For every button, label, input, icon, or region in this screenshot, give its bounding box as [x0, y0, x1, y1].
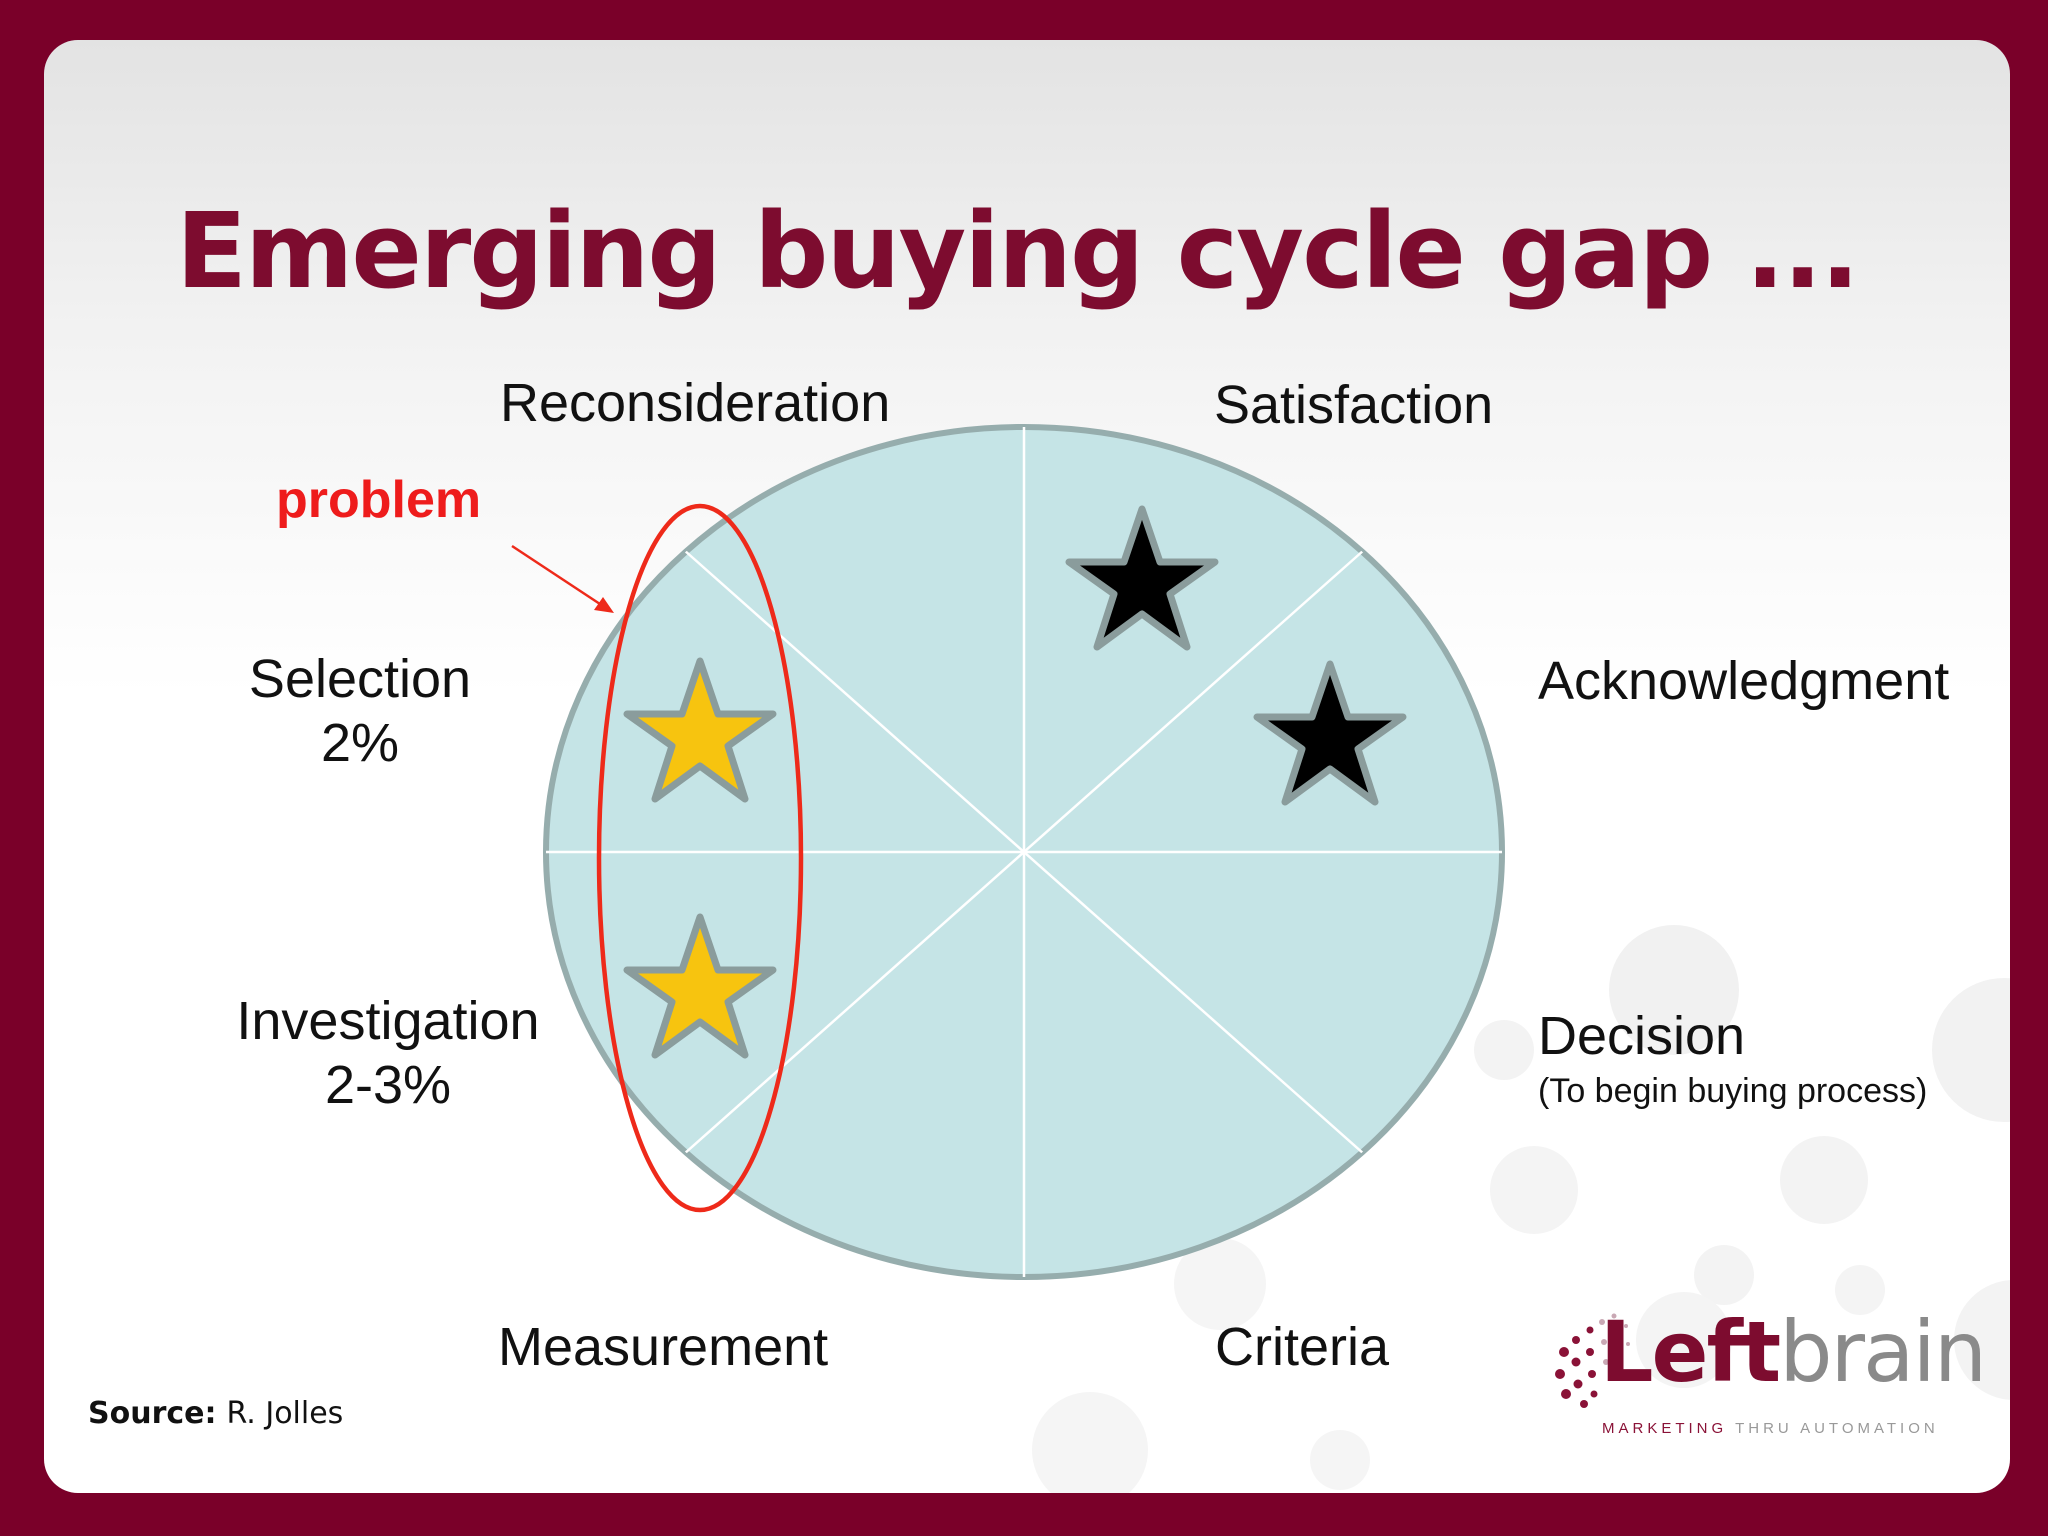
problem-arrow [511, 544, 607, 610]
gold-star-icon [623, 657, 777, 803]
slide-title: Emerging buying cycle gap ... [176, 190, 1860, 312]
label-investigation-group: Investigation 2-3% [228, 990, 548, 1117]
label-acknowledgment: Acknowledgment [1538, 651, 1950, 711]
black-star-icon [1065, 505, 1219, 651]
label-measurement: Measurement [498, 1317, 829, 1377]
source-citation: Source: R. Jolles [88, 1396, 343, 1431]
problem-highlight-ellipse [596, 503, 804, 1213]
logo-word-bold: Left [1600, 1303, 1781, 1401]
logo-wordmark: Leftbrain [1600, 1310, 1987, 1394]
source-value: R. Jolles [226, 1396, 344, 1431]
label-selection: Selection [248, 649, 472, 709]
logo-tagline: MARKETING THRU AUTOMATION [1602, 1420, 1939, 1437]
label-decision-group: Decision (To begin buying process) [1538, 1005, 1927, 1113]
problem-callout: problem [276, 471, 482, 529]
label-investigation-pct: 2-3% [324, 1054, 452, 1115]
background-dots [1032, 925, 2010, 1493]
logo-word-light: brain [1779, 1303, 1987, 1401]
label-decision: Decision [1538, 1006, 1746, 1066]
segment-dividers [546, 427, 1502, 1277]
arrow-head-icon [594, 597, 614, 613]
logo-tag-b: THRU AUTOMATION [1735, 1420, 1939, 1437]
label-satisfaction: Satisfaction [1214, 375, 1494, 435]
label-investigation: Investigation [236, 991, 540, 1051]
gold-star-icon [623, 913, 777, 1059]
label-decision-note: (To begin buying process) [1538, 1071, 1928, 1110]
label-reconsideration: Reconsideration [500, 373, 891, 433]
label-selection-pct: 2% [320, 712, 400, 773]
logo-tag-a: MARKETING [1602, 1420, 1728, 1437]
black-star-icon [1253, 660, 1407, 806]
label-selection-group: Selection 2% [220, 648, 500, 775]
dots-logo-icon [1555, 1313, 1630, 1408]
leftbrain-logo: Leftbrain MARKETING THRU AUTOMATION [1550, 1308, 1987, 1438]
label-criteria: Criteria [1215, 1317, 1390, 1377]
source-label: Source: [88, 1396, 217, 1431]
